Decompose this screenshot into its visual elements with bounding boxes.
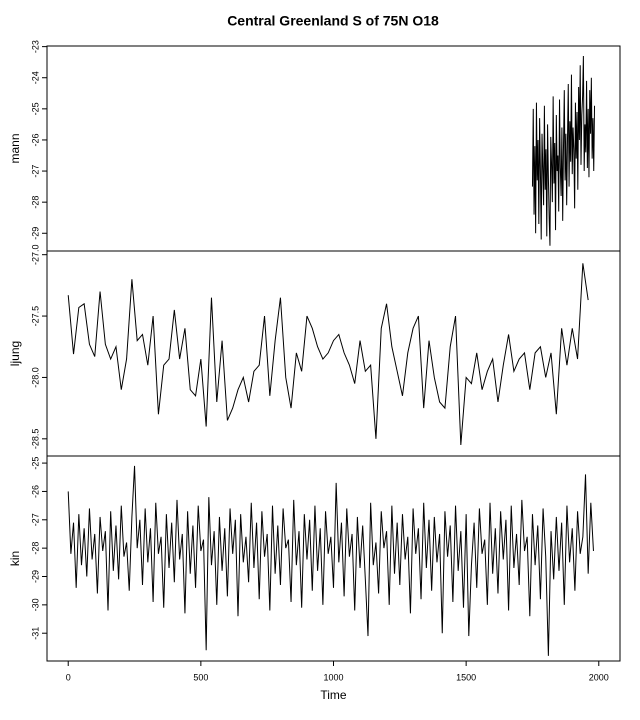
x-tick-label: 0	[66, 672, 71, 682]
panel-frame	[46, 455, 621, 662]
y-tick-label: -27.0	[30, 244, 40, 265]
panel-frame	[46, 250, 621, 457]
x-axis-label: Time	[320, 688, 347, 702]
y-tick-label: -27	[30, 513, 40, 526]
x-tick-label: 2000	[589, 672, 609, 682]
y-tick-label: -28	[30, 196, 40, 209]
y-tick-label: -25	[30, 457, 40, 470]
x-tick-label: 500	[193, 672, 208, 682]
y-tick-label: -29	[30, 227, 40, 240]
x-tick-label: 1000	[323, 672, 343, 682]
y-tick-label: -31	[30, 627, 40, 640]
y-axis-label: kin	[8, 551, 22, 566]
y-tick-label: -28.5	[30, 429, 40, 450]
y-tick-label: -24	[30, 71, 40, 84]
y-tick-label: -26	[30, 485, 40, 498]
y-axis-label: mann	[8, 133, 22, 163]
y-axis-label: ljung	[8, 341, 22, 366]
y-tick-label: -28	[30, 542, 40, 555]
x-tick-label: 1500	[456, 672, 476, 682]
chart-title: Central Greenland S of 75N O18	[227, 13, 439, 29]
series-line	[531, 55, 596, 246]
y-tick-label: -23	[30, 40, 40, 53]
y-tick-label: -27.5	[30, 306, 40, 327]
y-tick-label: -29	[30, 570, 40, 583]
y-tick-label: -27	[30, 165, 40, 178]
y-tick-label: -30	[30, 598, 40, 611]
series-line	[67, 263, 589, 445]
y-tick-label: -25	[30, 102, 40, 115]
y-tick-label: -26	[30, 133, 40, 146]
series-line	[67, 465, 594, 656]
y-tick-label: -28.0	[30, 367, 40, 388]
